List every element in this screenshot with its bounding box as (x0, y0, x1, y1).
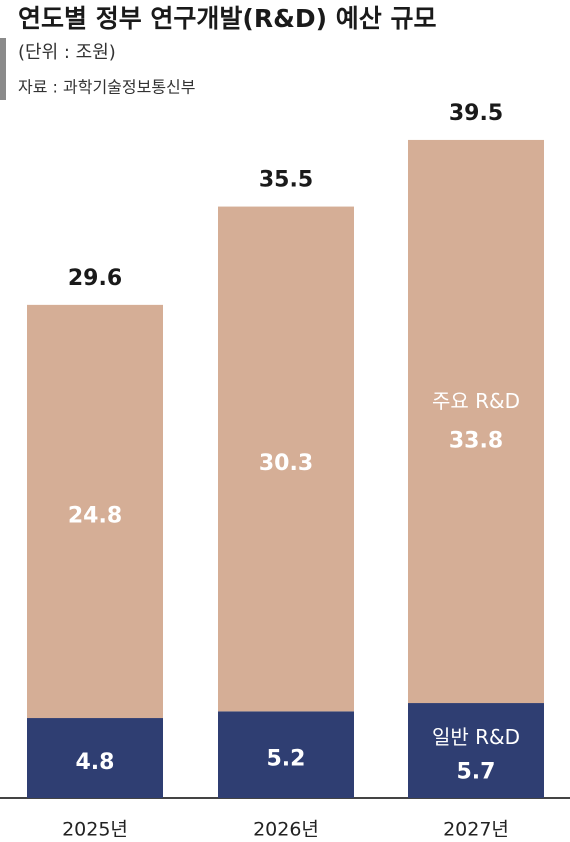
x-tick-label: 2025년 (62, 819, 128, 841)
bar-segment (408, 703, 544, 798)
bar-segment (408, 139, 544, 704)
chart-subtitle: (단위 : 조원) (18, 42, 116, 63)
x-tick-label: 2027년 (443, 819, 509, 841)
total-label: 35.5 (259, 168, 313, 193)
value-label: 33.8 (449, 428, 503, 453)
value-label: 5.2 (267, 747, 306, 772)
chart-source: 자료 : 과학기술정보통신부 (18, 78, 195, 97)
bar-segment (27, 718, 163, 798)
total-label: 29.6 (68, 266, 122, 291)
value-label: 4.8 (76, 750, 115, 775)
total-label: 39.5 (449, 101, 503, 126)
bar-segment (27, 304, 163, 719)
value-label: 24.8 (68, 503, 122, 528)
value-label: 30.3 (259, 451, 313, 476)
accent-bar (0, 38, 6, 100)
value-label: 5.7 (457, 760, 496, 785)
bar-segment (218, 711, 354, 798)
series-label: 주요 R&D (432, 389, 520, 413)
bar-segment (218, 206, 354, 712)
chart-title: 연도별 정부 연구개발(R&D) 예산 규모 (18, 4, 436, 33)
series-label: 일반 R&D (432, 725, 520, 749)
x-tick-label: 2026년 (253, 819, 319, 841)
